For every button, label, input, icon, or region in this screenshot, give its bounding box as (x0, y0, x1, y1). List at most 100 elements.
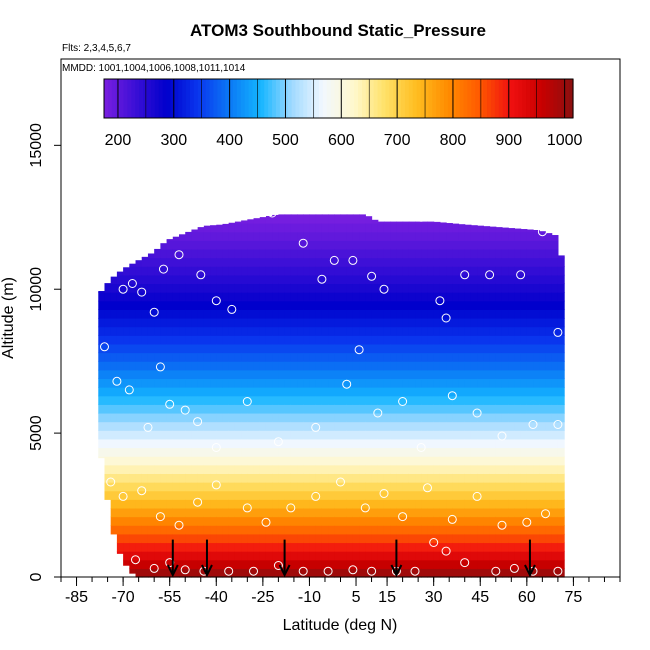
heatmap-cell (147, 300, 155, 310)
heatmap-cell (489, 568, 497, 578)
heatmap-cell (402, 421, 410, 431)
heatmap-cell (147, 361, 155, 371)
heatmap-cell (290, 447, 298, 457)
heatmap-cell (309, 343, 317, 354)
heatmap-cell (179, 387, 186, 397)
heatmap-cell (203, 447, 211, 457)
heatmap-cell (116, 335, 124, 345)
observation-point (137, 486, 147, 496)
heatmap-cell (408, 404, 416, 414)
heatmap-cell (147, 283, 155, 293)
heatmap-cell (123, 274, 130, 285)
heatmap-cell (297, 551, 304, 561)
heatmap-cell (433, 456, 441, 466)
heatmap-cell (383, 516, 391, 526)
heatmap-cell (371, 219, 379, 224)
heatmap-cell (297, 438, 304, 449)
heatmap-cell (216, 542, 224, 552)
observation-point (553, 566, 563, 576)
heatmap-cell (489, 507, 497, 518)
heatmap-cell (179, 274, 186, 285)
heatmap-cell (297, 516, 304, 526)
heatmap-cell (334, 223, 342, 233)
heatmap-cell (328, 257, 335, 267)
heatmap-cell (328, 464, 335, 474)
heatmap-cell (557, 361, 565, 371)
heatmap-cell (216, 447, 224, 457)
heatmap-cell (191, 447, 199, 457)
heatmap-cell (439, 559, 447, 569)
heatmap-cell (197, 343, 205, 354)
heatmap-cell (203, 300, 211, 310)
heatmap-cell (110, 516, 118, 526)
heatmap-cell (464, 542, 472, 552)
heatmap-cell (253, 378, 261, 388)
heatmap-cell (135, 438, 143, 449)
heatmap-cell (309, 421, 317, 431)
heatmap-cell (234, 438, 242, 449)
heatmap-cell (340, 412, 348, 423)
heatmap-cell (222, 464, 230, 474)
heatmap-cell (228, 343, 236, 354)
heatmap-cell (557, 335, 565, 345)
heatmap-cell (297, 464, 304, 474)
heatmap-cell (557, 482, 565, 492)
colorbar-segment (275, 79, 281, 118)
heatmap-cell (396, 482, 404, 492)
heatmap-cell (352, 335, 360, 345)
heatmap-cell (241, 369, 248, 380)
heatmap-cell (433, 223, 441, 233)
heatmap-cell (116, 447, 124, 457)
heatmap-cell (98, 404, 106, 414)
heatmap-cell (234, 507, 242, 518)
heatmap-cell (526, 482, 534, 492)
heatmap-cell (352, 283, 360, 293)
heatmap-cell (501, 447, 509, 457)
heatmap-cell (452, 559, 460, 569)
heatmap-cell (390, 430, 397, 440)
heatmap-cell (533, 229, 540, 233)
heatmap-cell (141, 490, 149, 500)
heatmap-cell (489, 482, 497, 492)
heatmap-cell (297, 214, 304, 224)
heatmap-cell (328, 369, 335, 380)
heatmap-cell (359, 482, 366, 492)
heatmap-cell (390, 387, 397, 397)
heatmap-cell (334, 326, 342, 336)
heatmap-cell (352, 551, 360, 561)
heatmap-cell (135, 456, 143, 466)
heatmap-cell (495, 292, 503, 302)
heatmap-cell (222, 404, 230, 414)
heatmap-cell (278, 283, 286, 293)
heatmap-cell (154, 318, 161, 328)
observation-point (522, 517, 532, 527)
heatmap-cell (272, 542, 279, 552)
heatmap-cell (495, 335, 503, 345)
heatmap-cell (539, 300, 547, 310)
heatmap-cell (191, 464, 199, 474)
heatmap-cell (439, 507, 447, 518)
observation-point (273, 437, 283, 447)
heatmap-cell (321, 283, 329, 293)
heatmap-cell (234, 551, 242, 561)
heatmap-cell (290, 257, 298, 267)
heatmap-cell (396, 421, 404, 431)
heatmap-cell (278, 473, 286, 483)
heatmap-cell (191, 525, 199, 535)
heatmap-cell (334, 421, 342, 431)
heatmap-cell (272, 309, 279, 319)
heatmap-cell (439, 300, 447, 310)
heatmap-cell (365, 525, 373, 535)
heatmap-cell (222, 378, 230, 388)
heatmap-cell (458, 300, 466, 310)
heatmap-cell (396, 378, 404, 388)
heatmap-cell (402, 464, 410, 474)
heatmap-cell (439, 231, 447, 241)
heatmap-cell (334, 318, 342, 328)
heatmap-cell (247, 559, 255, 569)
heatmap-cell (477, 447, 484, 457)
heatmap-cell (458, 447, 466, 457)
heatmap-cell (203, 378, 211, 388)
heatmap-cell (265, 248, 273, 259)
heatmap-cell (383, 412, 391, 423)
